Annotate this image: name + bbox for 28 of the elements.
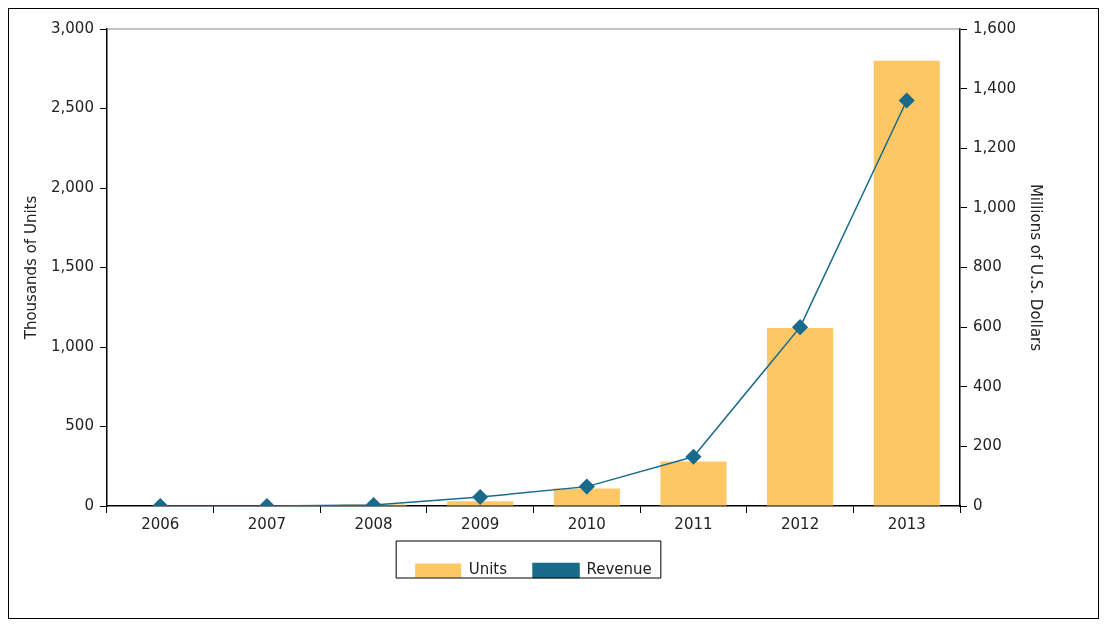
- x-tick-label: 2012: [781, 514, 820, 533]
- y-tick-label: 2,000: [50, 177, 94, 196]
- x-tick-label: 2007: [247, 514, 286, 533]
- y-tick-label: 2,500: [50, 98, 94, 117]
- y2-tick-label: 1,000: [973, 197, 1017, 216]
- y-tick-label: 3,000: [50, 18, 94, 37]
- y-axis-title: Thousands of Units: [21, 195, 40, 341]
- x-tick-label: 2013: [887, 514, 926, 533]
- y2-tick-label: 1,400: [973, 78, 1017, 97]
- x-tick-label: 2008: [354, 514, 393, 533]
- x-tick-label: 2011: [674, 514, 713, 533]
- y2-tick-label: 800: [973, 257, 1002, 276]
- x-tick-label: 2006: [141, 514, 180, 533]
- y2-tick-label: 0: [973, 495, 983, 514]
- y2-axis-title: Millions of U.S. Dollars: [1027, 183, 1046, 352]
- y2-tick-label: 1,200: [973, 138, 1017, 157]
- y2-tick-label: 600: [973, 317, 1002, 336]
- y2-tick-label: 200: [973, 436, 1002, 455]
- y-tick-label: 1,500: [50, 257, 94, 276]
- y2-tick-label: 1,600: [973, 18, 1017, 37]
- x-tick-label: 2010: [567, 514, 606, 533]
- y2-tick-label: 400: [973, 376, 1002, 395]
- x-tick-label: 2009: [461, 514, 500, 533]
- y-tick-label: 500: [65, 416, 94, 435]
- y-tick-label: 1,000: [50, 336, 94, 355]
- y-tick-label: 0: [84, 495, 94, 514]
- legend-label: Revenue: [586, 560, 652, 579]
- legend-label: Units: [468, 560, 508, 579]
